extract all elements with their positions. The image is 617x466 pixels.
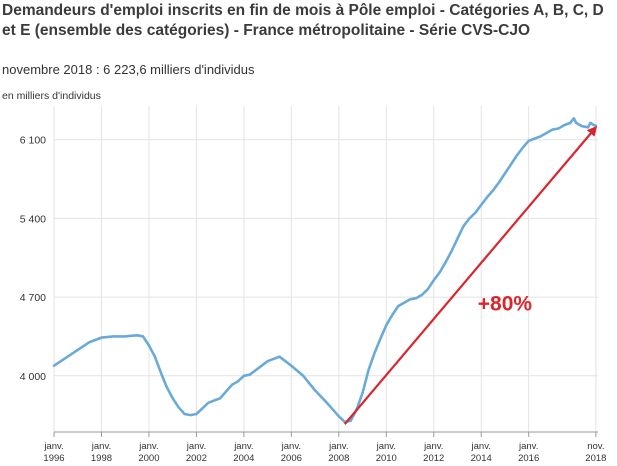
x-tick-label-year: 2000 <box>138 453 159 464</box>
x-tick-label-month: janv. <box>186 441 206 452</box>
y-axis-ticks: 4 000 4 700 5 400 6 100 <box>20 135 46 383</box>
y-tick-label: 4 700 <box>20 292 46 304</box>
x-tick-label-month: janv. <box>281 441 301 452</box>
x-tick-label-month: janv. <box>328 441 348 452</box>
x-tick-label-month: janv. <box>423 441 443 452</box>
x-tick-label-year: 2012 <box>423 453 444 464</box>
x-tick-label-year: 1996 <box>43 453 64 464</box>
x-tick-label-month: janv. <box>518 441 538 452</box>
y-tick-label: 6 100 <box>20 135 46 147</box>
y-tick-label: 5 400 <box>20 213 46 225</box>
chart-title: Demandeurs d'emploi inscrits en fin de m… <box>2 2 604 39</box>
x-tick-label-year: 2014 <box>471 453 492 464</box>
x-tick-label-year: 2006 <box>281 453 302 464</box>
x-tick-label-year: 1998 <box>91 453 112 464</box>
x-tick-label-year: 2010 <box>376 453 397 464</box>
chart-subtitle: novembre 2018 : 6 223,6 milliers d'indiv… <box>2 62 255 77</box>
x-tick-label-year: 2002 <box>186 453 207 464</box>
x-tick-label-year: 2016 <box>518 453 539 464</box>
x-tick-label-month: janv. <box>138 441 158 452</box>
x-tick-label-month: janv. <box>376 441 396 452</box>
x-tick-label-year: 2004 <box>233 453 254 464</box>
x-tick-label-year: 2008 <box>328 453 349 464</box>
x-axis-ticks: janv.1996janv.1998janv.2000janv.2002janv… <box>43 432 606 464</box>
x-tick-label-month: janv. <box>43 441 63 452</box>
growth-arrow <box>343 125 598 425</box>
growth-annotation-label: +80% <box>478 293 533 316</box>
y-tick-label: 4 000 <box>20 371 46 383</box>
x-tick-label-month: janv. <box>91 441 111 452</box>
x-tick-label-month: janv. <box>471 441 491 452</box>
grid-lines <box>53 106 598 433</box>
series-line <box>52 117 598 424</box>
x-tick-label-month: nov. <box>587 441 604 452</box>
x-tick-label-year: 2018 <box>585 453 606 464</box>
x-tick-label-month: janv. <box>233 441 253 452</box>
y-axis-unit-label: en milliers d'individus <box>2 90 101 102</box>
